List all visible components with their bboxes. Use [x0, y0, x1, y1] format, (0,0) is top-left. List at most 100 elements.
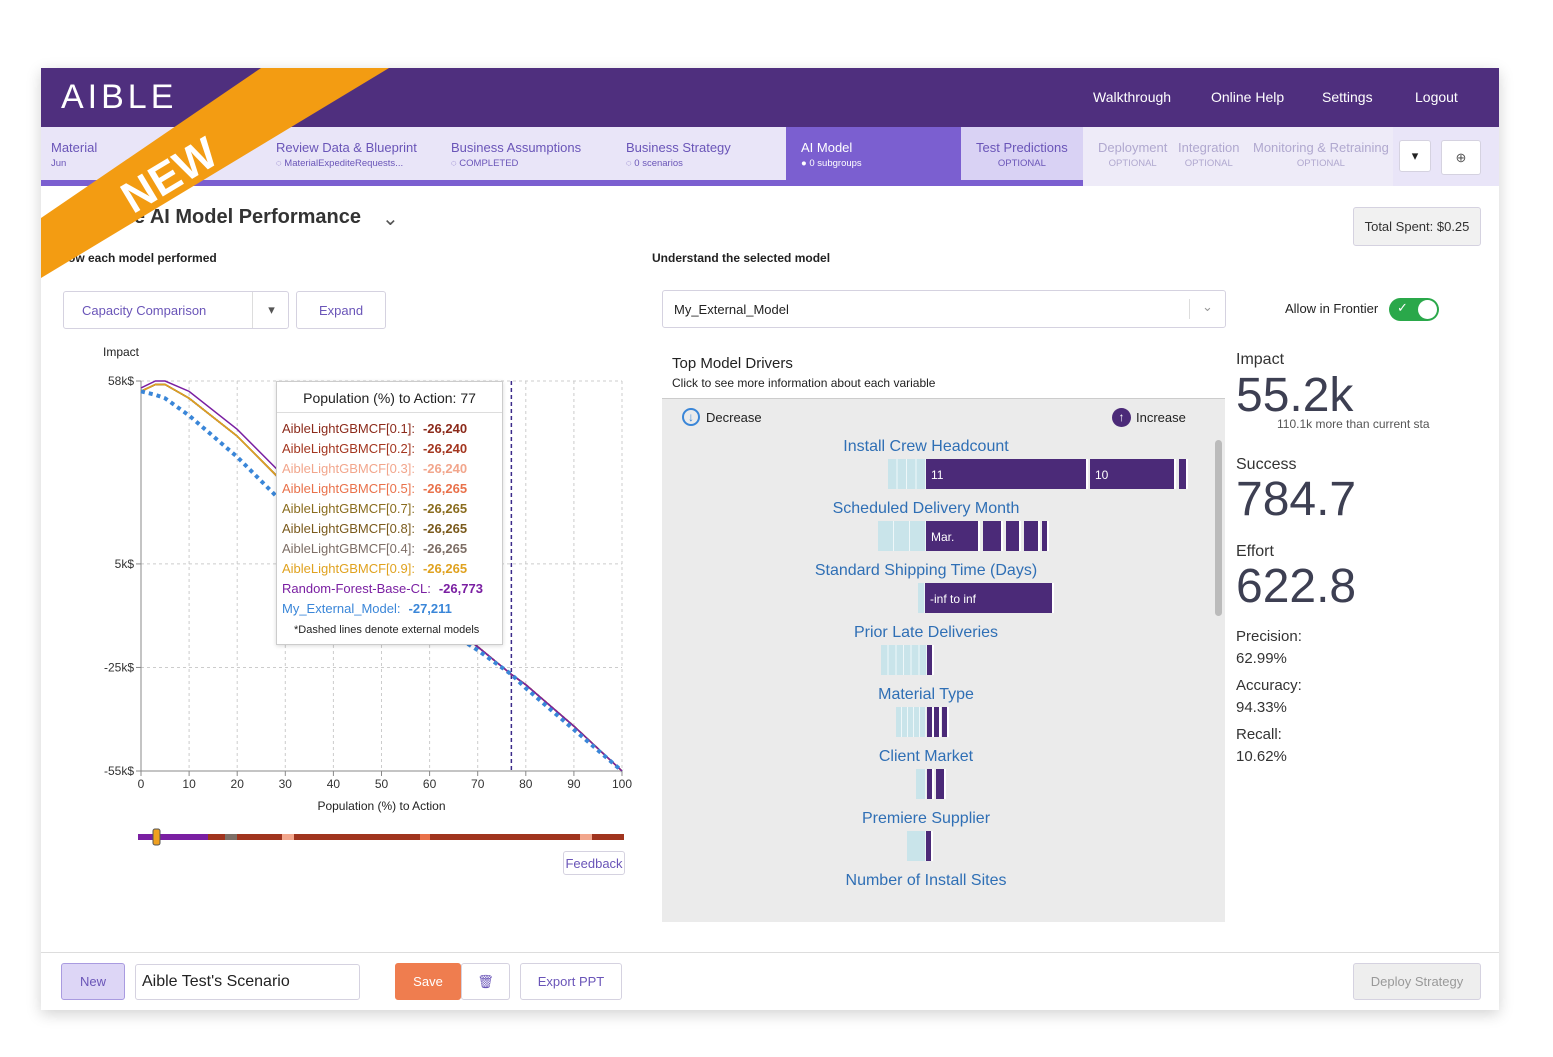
nav-help[interactable]: Online Help: [1211, 89, 1285, 105]
effort-label: Effort: [1236, 543, 1274, 560]
driver-bar: [888, 459, 926, 489]
driver-bar: [927, 645, 934, 675]
deploy-button[interactable]: Deploy Strategy: [1353, 963, 1481, 1000]
tooltip-x: 77: [460, 390, 476, 406]
x-tick-label: 70: [471, 777, 485, 791]
driver-name[interactable]: Premiere Supplier: [861, 810, 991, 827]
driver-bar: [942, 707, 949, 737]
series-value: -26,240: [422, 421, 468, 436]
success-value: 784.7: [1236, 473, 1357, 526]
title-chevron[interactable]: ⌄: [382, 208, 399, 230]
step-sub: ◌ 0 scenarios: [626, 158, 683, 169]
nav-logout[interactable]: Logout: [1415, 89, 1458, 105]
steps-dropdown[interactable]: ▾: [1399, 140, 1431, 172]
tooltip-row: My_External_Model: -27,211: [282, 601, 452, 616]
nav-walkthrough[interactable]: Walkthrough: [1093, 89, 1172, 105]
export-button[interactable]: Export PPT: [520, 963, 622, 1000]
nav-settings[interactable]: Settings: [1322, 89, 1373, 105]
step[interactable]: Business Assumptions ◌ COMPLETED: [441, 127, 581, 186]
series-name: AibleLightGBMCF[0.1]: [282, 421, 412, 436]
precision-label: Precision:: [1236, 628, 1302, 645]
active-step-bg: [786, 127, 961, 182]
driver-name[interactable]: Prior Late Deliveries: [853, 624, 999, 641]
model-select[interactable]: My_External_Model ⌄: [662, 290, 1226, 328]
expand-button[interactable]: Expand: [296, 291, 386, 329]
step-sub: ◌ COMPLETED: [451, 158, 519, 169]
toggle-check: ✓: [1397, 300, 1408, 315]
series-name: AibleLightGBMCF[0.3]: [282, 461, 412, 476]
tooltip-label: Population (%) to Action:: [303, 390, 457, 406]
y-tick-label: -25k$: [104, 660, 134, 674]
tooltip-row: AibleLightGBMCF[0.9]: -26,265: [282, 561, 468, 576]
frontier-toggle[interactable]: ✓: [1389, 298, 1439, 321]
step[interactable]: Review Data & Blueprint ◌ MaterialExpedit…: [266, 127, 417, 186]
driver-name[interactable]: Material Type: [878, 686, 974, 703]
driver-name[interactable]: Number of Install Sites: [845, 872, 1007, 889]
step[interactable]: Business Strategy ◌ 0 scenarios: [616, 127, 731, 186]
step-sub: OPTIONAL: [997, 158, 1046, 169]
add-user[interactable]: ⊕: [1441, 140, 1481, 175]
slider-handle[interactable]: [152, 828, 161, 846]
driver-name[interactable]: Client Market: [878, 748, 974, 765]
page-title: the AI Model Performance: [115, 206, 361, 228]
driver-bar: [907, 831, 926, 861]
step[interactable]: Deployment OPTIONAL: [1088, 127, 1167, 186]
driver-bar: [936, 769, 946, 799]
tooltip-rows: AibleLightGBMCF[0.1]: -26,240 AibleLightGB…: [282, 421, 502, 621]
drivers-title: Top Model Drivers: [672, 355, 793, 372]
model-select-text: My_External_Model: [674, 301, 789, 317]
series-value: -26,240: [422, 461, 468, 476]
step[interactable]: AI Model ● 0 subgroups: [791, 127, 862, 186]
step-title: Monitoring & Retraining: [1253, 140, 1389, 155]
slider-track: [282, 834, 294, 840]
driver-name[interactable]: Install Crew Headcount: [843, 438, 1009, 455]
x-tick-label: 80: [519, 777, 533, 791]
step[interactable]: Integration OPTIONAL: [1168, 127, 1239, 186]
right-heading: Understand the selected model: [652, 251, 831, 265]
driver-name[interactable]: Standard Shipping Time (Days): [814, 562, 1038, 579]
comparison-select[interactable]: Capacity Comparison ▾: [63, 291, 289, 329]
select-text: Capacity Comparison: [82, 302, 207, 318]
series-value: -26,265: [422, 541, 468, 556]
driver-bar: [896, 707, 926, 737]
impact-note: 110.1k more than current sta: [1277, 417, 1430, 431]
driver-bar: -inf to inf: [925, 583, 1054, 613]
driver-bar: [927, 707, 934, 737]
series-name: AibleLightGBMCF[0.2]: [282, 441, 412, 456]
driver-bar: [926, 831, 933, 861]
precision-value: 62.99%: [1236, 650, 1287, 667]
series-name: Random-Forest-Base-CL: [282, 581, 428, 596]
x-tick-label: 90: [567, 777, 581, 791]
driver-bar: [927, 769, 934, 799]
decrease-icon: ↓: [682, 408, 700, 426]
new-button[interactable]: New: [61, 963, 125, 1000]
series-value: -26,240: [422, 441, 468, 456]
step[interactable]: Material Jun: [41, 127, 97, 186]
total-spent[interactable]: Total Spent: $0.25: [1353, 207, 1481, 246]
save-button[interactable]: Save: [395, 963, 461, 1000]
scenario-input[interactable]: Aible Test's Scenario: [135, 964, 360, 1000]
effort-value: 622.8: [1236, 560, 1357, 613]
series-name: AibleLightGBMCF[0.5]: [282, 481, 412, 496]
slider-track: [580, 834, 592, 840]
x-tick-label: 10: [182, 777, 196, 791]
step-title: AI Model: [801, 140, 853, 155]
recall-label: Recall:: [1236, 726, 1282, 743]
series-value: -26,265: [422, 561, 468, 576]
y-axis-label: Impact: [103, 345, 140, 359]
x-axis-label: Population (%) to Action: [317, 799, 445, 813]
tooltip: Population (%) to Action: 77 AibleLightG…: [276, 381, 503, 645]
tooltip-row: AibleLightGBMCF[0.7]: -26,265: [282, 501, 468, 516]
driver-name[interactable]: Scheduled Delivery Month: [832, 500, 1020, 517]
step[interactable]: Monitoring & Retraining OPTIONAL: [1243, 127, 1389, 186]
delete-button[interactable]: 🗑: [461, 963, 510, 1000]
x-tick-label: 50: [375, 777, 389, 791]
scrollbar[interactable]: [1215, 440, 1222, 616]
tooltip-row: AibleLightGBMCF[0.2]: -26,240: [282, 441, 468, 456]
step[interactable]: Test Predictions OPTIONAL: [966, 127, 1068, 186]
feedback-button[interactable]: Feedback: [563, 851, 625, 875]
toggle-knob: [1418, 300, 1437, 319]
x-tick-label: 60: [423, 777, 437, 791]
accuracy-label: Accuracy:: [1236, 677, 1302, 694]
impact-label: Impact: [1236, 351, 1285, 368]
